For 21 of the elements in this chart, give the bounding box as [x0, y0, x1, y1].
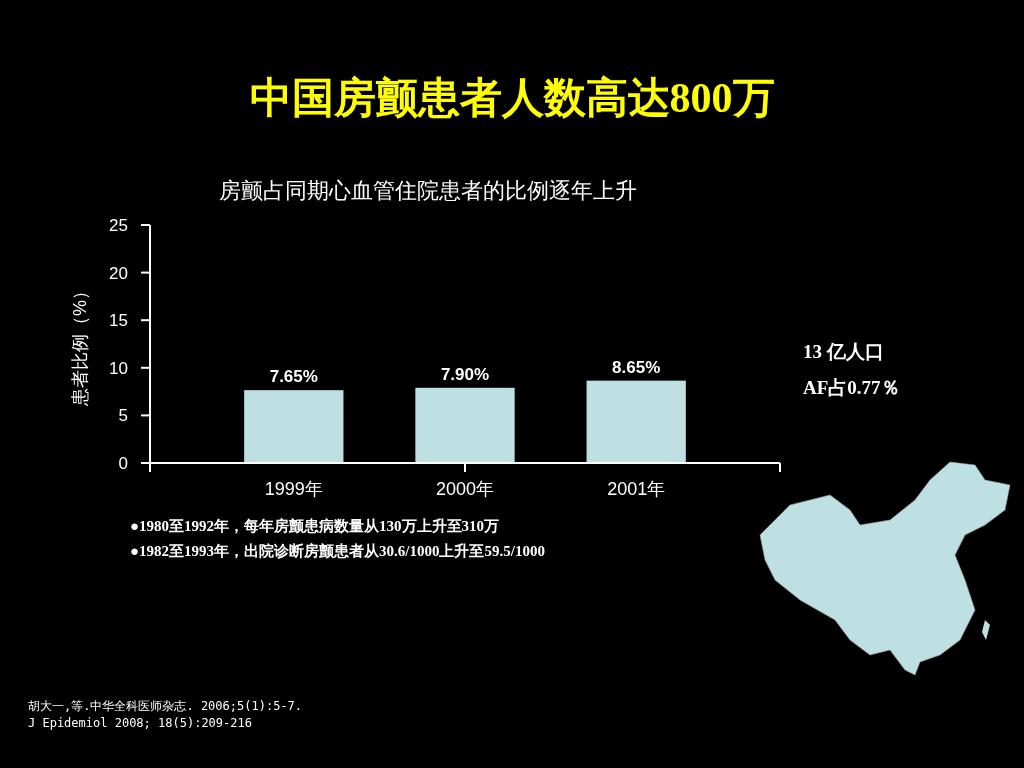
x-tick-label: 2001年 [607, 479, 666, 499]
data-label: 8.65% [612, 357, 661, 377]
text: ●1980至1992年，每年房颤患病数量从130万上升至310万 [130, 517, 500, 534]
chart-title: 中国房颤患者人数高达800万 [249, 75, 775, 121]
text: 胡大一,等.中华全科医师杂志. 2006;5(1):5-7. [28, 699, 303, 713]
x-tick-label: 2000年 [435, 479, 495, 499]
y-tick-label: 15 [109, 311, 128, 331]
y-tick-label: 10 [109, 358, 128, 378]
x-tick-label: 1999年 [264, 479, 323, 499]
y-tick-label: 0 [118, 453, 128, 473]
data-label: 7.90% [440, 364, 490, 384]
text: ●1982至1993年，出院诊断房颤患者从30.6/1000上升至59.5/1000 [130, 542, 545, 559]
text: J Epidemiol 2008; 18(5):209-216 [28, 716, 252, 730]
text: AF占0.77％ [803, 377, 900, 398]
chart-subtitle: 房颤占同期心血管住院患者的比例逐年上升 [219, 178, 637, 203]
data-label: 7.65% [269, 367, 318, 387]
y-axis-title: 患者比例（%） [70, 281, 90, 408]
y-tick-label: 5 [118, 406, 128, 426]
text: 13 亿人口 [803, 341, 884, 362]
y-tick-label: 20 [109, 263, 128, 283]
y-tick-label: 25 [109, 215, 128, 235]
